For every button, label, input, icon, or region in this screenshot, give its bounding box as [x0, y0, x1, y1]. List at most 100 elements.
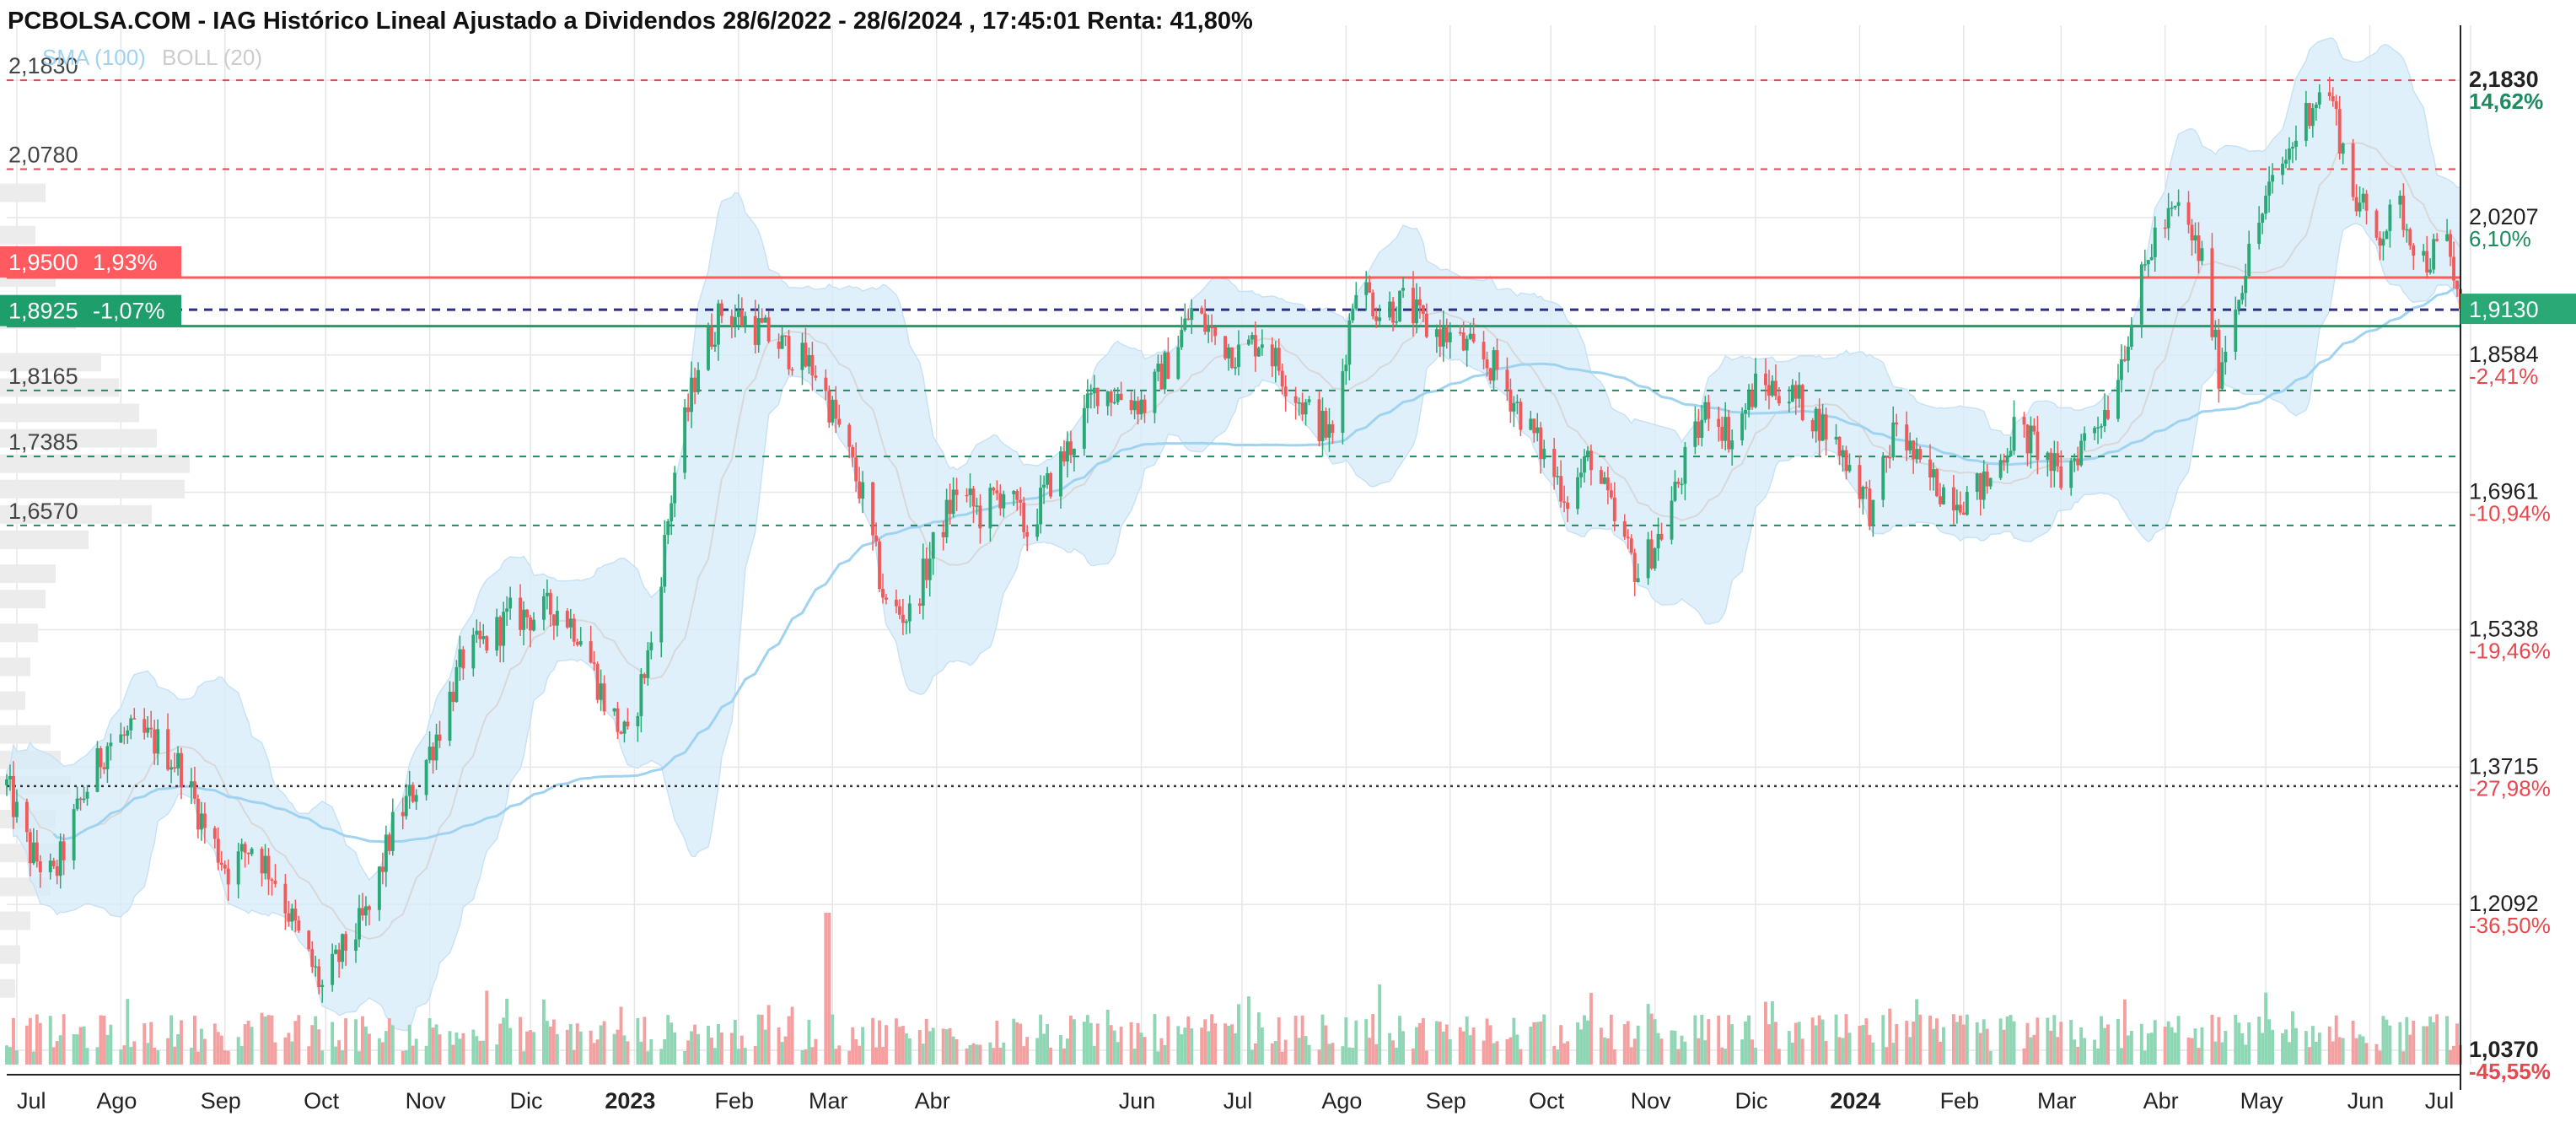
volume-bar-101: [478, 1040, 482, 1065]
candle-body-50: [239, 844, 244, 852]
volume-bar-83: [390, 1025, 395, 1065]
candle-37: [176, 746, 180, 776]
candle-87: [411, 782, 415, 804]
candle-body-184: [871, 482, 875, 536]
candle-body-436: [2052, 453, 2057, 472]
candle-387: [1820, 403, 1825, 441]
volume-bar-459: [2163, 1027, 2167, 1065]
candle-168: [790, 367, 794, 376]
candle-272: [1280, 363, 1284, 395]
candle-27: [129, 714, 133, 740]
volume-bar-156: [736, 1049, 740, 1065]
candle-172: [810, 342, 815, 391]
candle-107: [505, 596, 509, 626]
candle-body-142: [670, 503, 674, 521]
volume-profile-bar-6: [0, 403, 139, 423]
volume-bar-344: [1622, 1024, 1627, 1065]
volume-bar-280: [1320, 1014, 1325, 1065]
candle-body-225: [1062, 451, 1066, 462]
candle-body-456: [2146, 260, 2150, 265]
candle-257: [1210, 314, 1214, 342]
volume-bar-70: [334, 1046, 338, 1065]
candle-133: [626, 708, 630, 730]
volume-bar-501: [2358, 1034, 2362, 1065]
volume-bar-205: [968, 1044, 972, 1065]
volume-bar-73: [344, 1018, 348, 1065]
candle-body-322: [1515, 402, 1519, 403]
volume-bar-451: [2122, 999, 2127, 1065]
candle-body-185: [874, 535, 878, 542]
candle-421: [1982, 460, 1986, 510]
candle-482: [2267, 166, 2272, 213]
candle-body-101: [478, 630, 482, 639]
volume-bar-262: [1234, 1033, 1237, 1065]
volume-bar-167: [787, 1016, 791, 1065]
volume-bar-304: [1434, 1021, 1439, 1065]
candle-body-238: [1119, 393, 1123, 401]
x-tick-label-0: Jul: [17, 1088, 46, 1114]
volume-bar-16: [78, 1027, 83, 1065]
candle-501: [2358, 186, 2362, 218]
volume-bar-196: [924, 1018, 928, 1065]
volume-bar-329: [1552, 1045, 1557, 1065]
candle-42: [199, 801, 203, 841]
volume-bar-185: [874, 1047, 878, 1065]
volume-bar-333: [1566, 1041, 1570, 1065]
candle-445: [2096, 416, 2100, 445]
candle-body-72: [341, 934, 345, 963]
candle-147: [693, 367, 697, 405]
candle-219: [1035, 508, 1040, 542]
candle-135: [639, 668, 643, 733]
candle-body-481: [2264, 195, 2268, 214]
candle-254: [1200, 305, 1204, 315]
candle-181: [854, 442, 858, 492]
volume-bar-383: [1800, 1038, 1804, 1065]
volume-bar-198: [931, 1027, 935, 1065]
candle-316: [1488, 367, 1492, 385]
candle-body-30: [146, 727, 150, 733]
candle-body-430: [2025, 424, 2030, 454]
candle-body-31: [149, 727, 153, 730]
candle-131: [619, 731, 623, 735]
candle-body-495: [2331, 95, 2335, 102]
candle-407: [1915, 437, 1919, 464]
candle-body-445: [2096, 427, 2100, 429]
volume-bar-184: [871, 1017, 875, 1065]
candle-body-501: [2358, 202, 2362, 212]
volume-bar-10: [51, 1047, 56, 1065]
volume-bar-301: [1417, 1022, 1422, 1065]
volume-bar-278: [1307, 1044, 1311, 1065]
candle-body-465: [2190, 224, 2194, 240]
y-tick-pct-5: -27,98%: [2469, 775, 2551, 801]
volume-bar-119: [565, 1029, 569, 1065]
volume-bar-470: [2213, 1041, 2218, 1065]
candle-body-189: [894, 599, 898, 607]
candle-514: [2422, 244, 2426, 262]
volume-bar-89: [424, 1045, 428, 1065]
candle-497: [2337, 95, 2342, 160]
candle-body-63: [297, 920, 301, 931]
candle-93: [438, 720, 442, 748]
volume-bar-446: [2100, 1016, 2103, 1065]
volume-bar-305: [1438, 1022, 1442, 1065]
candle-512: [2408, 227, 2412, 250]
candle-body-463: [2176, 202, 2181, 206]
candle-311: [1465, 335, 1469, 367]
chart-title: PCBOLSA.COM - IAG Histórico Lineal Ajust…: [8, 8, 1253, 35]
current-price-tag: [2460, 294, 2576, 325]
volume-bar-230: [1085, 1015, 1089, 1065]
candle-body-116: [548, 592, 552, 615]
volume-bar-29: [143, 1023, 147, 1065]
volume-bar-438: [2059, 1022, 2063, 1065]
candle-body-194: [917, 603, 922, 607]
candle-body-221: [1042, 484, 1046, 488]
candle-102: [481, 623, 486, 644]
candle-461: [2170, 201, 2174, 217]
candle-body-512: [2408, 229, 2412, 245]
candle-498: [2341, 142, 2345, 164]
candle-225: [1062, 439, 1066, 466]
candle-body-288: [1354, 294, 1358, 309]
candle-183: [861, 471, 865, 514]
candle-156: [736, 294, 740, 331]
volume-bar-174: [824, 913, 828, 1065]
